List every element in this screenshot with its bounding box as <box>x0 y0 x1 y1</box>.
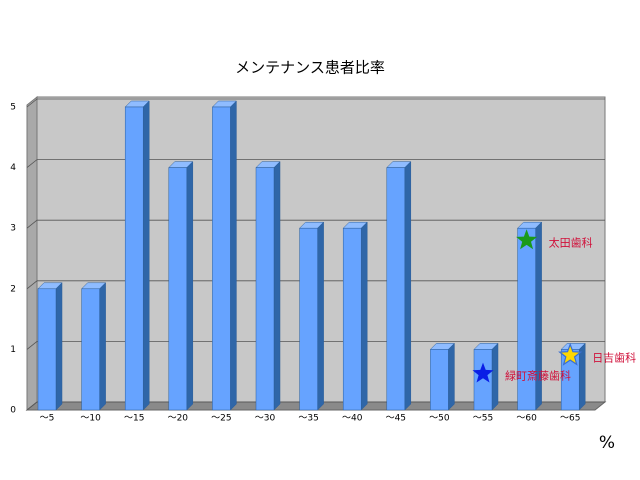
grid-line <box>26 401 605 411</box>
bar-side <box>99 282 106 411</box>
bar-side <box>186 160 194 411</box>
bar-side <box>491 342 499 411</box>
bar-side <box>142 100 150 411</box>
y-tick-label: 5 <box>10 103 16 113</box>
bar <box>255 167 275 411</box>
x-tick-label: ～30 <box>255 414 276 424</box>
chart-title: メンテナンス患者比率 <box>235 59 385 77</box>
bar-side <box>448 342 455 411</box>
x-tick-label: ～15 <box>124 414 144 424</box>
x-tick-label: ～65 <box>560 414 580 424</box>
grid-line <box>26 340 605 350</box>
bar-side <box>273 160 281 411</box>
bar <box>430 349 449 411</box>
annotation-star <box>472 362 494 383</box>
bar <box>212 106 231 411</box>
x-tick-label: ～40 <box>342 414 363 424</box>
x-tick-label: ～55 <box>473 414 493 424</box>
x-tick-label: ～20 <box>168 414 189 424</box>
x-tick-label: ～10 <box>80 414 101 424</box>
bar <box>124 106 144 411</box>
bar <box>386 167 406 411</box>
bar-side <box>578 342 586 411</box>
annotation-label: 緑町斎藤歯科 <box>505 369 571 383</box>
grid-line <box>26 219 605 229</box>
annotation-label: 太田歯科 <box>549 235 593 249</box>
bar-side <box>360 221 368 411</box>
bar <box>342 227 362 411</box>
x-tick-label: ～50 <box>429 414 450 424</box>
bar <box>37 288 57 411</box>
x-tick-label: ～60 <box>516 414 537 424</box>
bar <box>81 288 100 411</box>
y-tick-label: 0 <box>10 406 16 416</box>
bar <box>473 349 493 411</box>
annotation-label: 日吉歯科 <box>592 350 636 364</box>
grid-line <box>26 98 605 108</box>
y-tick-label: 4 <box>10 163 16 173</box>
bar-side <box>55 282 63 411</box>
y-tick-label: 2 <box>10 284 16 294</box>
bar <box>299 227 318 411</box>
x-tick-label: ～45 <box>386 414 406 424</box>
y-tick-label: 3 <box>10 224 16 234</box>
left-wall <box>26 95 38 412</box>
bar <box>168 167 188 411</box>
unit-label: % <box>599 433 615 453</box>
annotation-star <box>516 229 538 250</box>
bar-side <box>317 221 324 411</box>
x-tick-label: ～25 <box>211 414 231 424</box>
bar <box>517 227 536 411</box>
grid-line <box>26 159 605 168</box>
grid-line <box>26 280 605 290</box>
x-tick-label: ～5 <box>40 414 55 424</box>
bar-side <box>230 100 237 411</box>
x-tick-label: ～35 <box>298 414 318 424</box>
y-tick-label: 1 <box>10 345 16 355</box>
bar-side <box>404 160 412 411</box>
annotation-star <box>558 342 583 366</box>
